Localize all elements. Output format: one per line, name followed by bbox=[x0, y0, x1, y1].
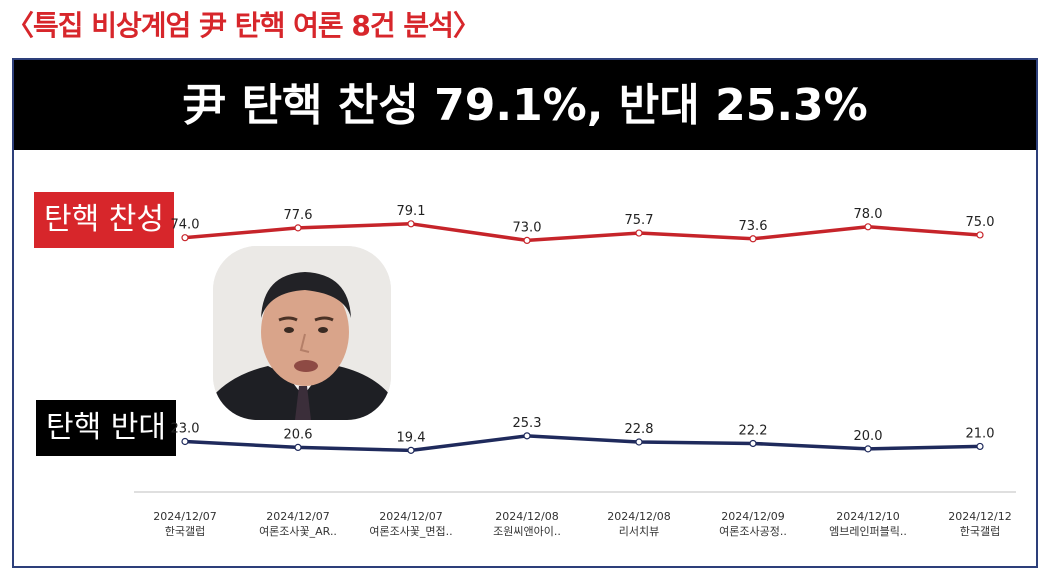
headline-banner: 尹 탄핵 찬성 79.1%, 반대 25.3% bbox=[14, 60, 1036, 150]
data-point-favor bbox=[976, 231, 984, 239]
data-label-favor: 74.0 bbox=[171, 218, 200, 233]
x-tick-pollster: 리서치뷰 bbox=[619, 525, 659, 538]
data-label-favor: 75.0 bbox=[966, 215, 995, 230]
legend-oppose: 탄핵 반대 bbox=[36, 400, 176, 456]
data-label-favor: 73.6 bbox=[739, 219, 768, 234]
x-tick-pollster: 여론조사공정.. bbox=[719, 525, 787, 538]
data-label-oppose: 19.4 bbox=[397, 430, 426, 445]
data-label-favor: 75.7 bbox=[625, 213, 654, 228]
data-point-oppose bbox=[523, 432, 531, 440]
data-label-oppose: 20.6 bbox=[284, 427, 313, 442]
x-tick-date: 2024/12/07 bbox=[266, 510, 329, 523]
data-label-oppose: 23.0 bbox=[171, 422, 200, 437]
x-tick-date: 2024/12/12 bbox=[948, 510, 1011, 523]
x-tick-date: 2024/12/07 bbox=[153, 510, 216, 523]
x-tick-date: 2024/12/07 bbox=[379, 510, 442, 523]
data-label-favor: 77.6 bbox=[284, 208, 313, 223]
series-line-favor bbox=[184, 222, 981, 243]
section-title: 〈특집 비상계엄 尹 탄핵 여론 8건 분석〉 bbox=[6, 9, 481, 42]
data-label-oppose: 22.2 bbox=[739, 423, 768, 438]
data-point-oppose bbox=[294, 443, 302, 452]
data-point-favor bbox=[523, 236, 531, 244]
data-point-oppose bbox=[635, 438, 643, 446]
x-tick-date: 2024/12/08 bbox=[495, 510, 558, 523]
x-tick-date: 2024/12/08 bbox=[607, 510, 670, 523]
data-point-favor bbox=[635, 229, 643, 237]
series-line-oppose bbox=[184, 434, 981, 453]
data-point-favor bbox=[181, 234, 189, 242]
data-label-oppose: 21.0 bbox=[966, 426, 995, 441]
data-label-favor: 73.0 bbox=[513, 220, 542, 235]
x-tick-date: 2024/12/09 bbox=[721, 510, 784, 523]
x-tick-pollster: 한국갤럽 bbox=[960, 524, 1000, 538]
data-point-favor bbox=[294, 224, 302, 232]
portrait-image bbox=[213, 246, 391, 420]
data-point-favor bbox=[864, 223, 872, 231]
data-label-favor: 79.1 bbox=[397, 204, 426, 219]
data-point-oppose bbox=[181, 437, 189, 446]
x-tick-pollster: 조원씨앤아이.. bbox=[493, 525, 561, 538]
data-point-oppose bbox=[864, 445, 872, 453]
data-point-oppose bbox=[976, 442, 984, 451]
data-point-oppose bbox=[407, 446, 415, 454]
x-tick-pollster: 한국갤럽 bbox=[165, 524, 205, 538]
data-label-oppose: 25.3 bbox=[513, 416, 542, 431]
data-label-oppose: 22.8 bbox=[625, 422, 654, 437]
x-tick-pollster: 여론조사꽃_면접.. bbox=[369, 525, 452, 538]
data-label-favor: 78.0 bbox=[854, 207, 883, 222]
legend-favor: 탄핵 찬성 bbox=[34, 192, 174, 248]
x-tick-date: 2024/12/10 bbox=[836, 510, 899, 523]
chart-frame: 尹 탄핵 찬성 79.1%, 반대 25.3% bbox=[12, 58, 1038, 568]
data-label-oppose: 20.0 bbox=[854, 429, 883, 444]
data-point-favor bbox=[749, 235, 757, 243]
data-point-favor bbox=[407, 220, 415, 228]
x-tick-pollster: 여론조사꽃_AR.. bbox=[259, 525, 337, 538]
x-tick-pollster: 엠브레인퍼블릭.. bbox=[829, 525, 907, 538]
data-point-oppose bbox=[749, 439, 757, 448]
